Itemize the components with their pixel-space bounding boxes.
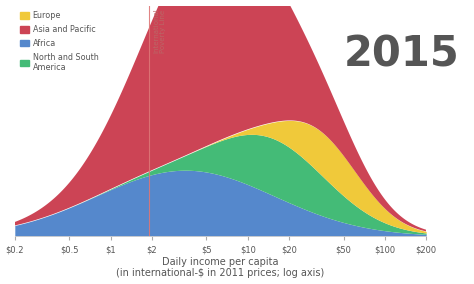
Legend: Europe, Asia and Pacific, Africa, North and South
America: Europe, Asia and Pacific, Africa, North … <box>19 10 100 74</box>
X-axis label: Daily income per capita
(in international-$ in 2011 prices; log axis): Daily income per capita (in internationa… <box>116 257 325 278</box>
Text: 2015: 2015 <box>344 33 460 75</box>
Text: International
Poverty Line: International Poverty Line <box>154 8 166 53</box>
